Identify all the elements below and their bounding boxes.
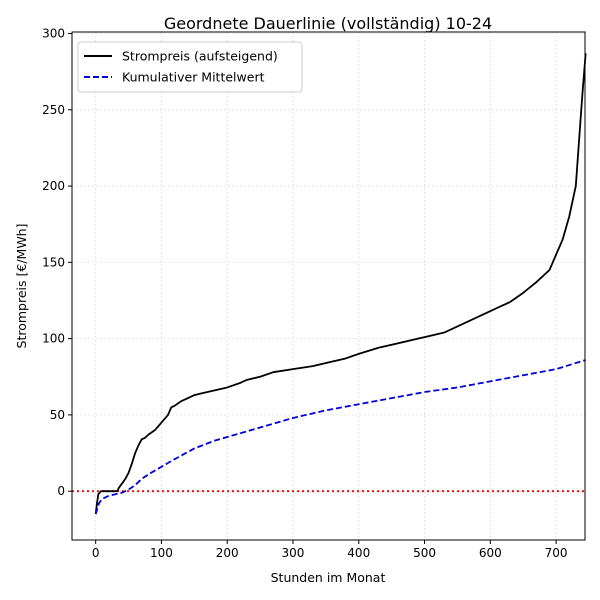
x-tick-label: 400	[347, 546, 370, 560]
price-series-line	[94, 53, 587, 515]
y-tick-label: 50	[50, 408, 65, 422]
y-tick-label: 250	[42, 103, 65, 117]
x-tick-label: 700	[545, 546, 568, 560]
x-tick-label: 0	[92, 546, 100, 560]
legend-label-price: Strompreis (aufsteigend)	[122, 49, 278, 64]
legend: Strompreis (aufsteigend) Kumulativer Mit…	[77, 41, 303, 93]
y-tick-label: 300	[42, 27, 65, 41]
tick-layer: 0 100 200 300 400 500 600 700 0 50 100 150 200 250 300	[42, 27, 567, 560]
legend-box	[77, 41, 303, 93]
x-tick-label: 200	[216, 546, 239, 560]
legend-label-mean: Kumulativer Mittelwert	[122, 70, 265, 85]
cumulative-mean-series-line	[94, 359, 586, 515]
plot-frame	[71, 31, 586, 541]
chart-title: Geordnete Dauerlinie (vollständig) 10-24	[164, 14, 492, 33]
x-tick-label: 500	[413, 546, 436, 560]
series-layer	[94, 53, 587, 515]
x-tick-label: 600	[479, 546, 502, 560]
y-tick-label: 100	[42, 332, 65, 346]
x-axis-label: Stunden im Monat	[271, 570, 386, 585]
y-axis-label: Strompreis [€/MWh]	[14, 224, 29, 349]
x-tick-label: 100	[150, 546, 173, 560]
y-tick-label: 0	[57, 484, 65, 498]
y-tick-label: 150	[42, 255, 65, 269]
y-tick-label: 200	[42, 179, 65, 193]
x-tick-label: 300	[282, 546, 305, 560]
